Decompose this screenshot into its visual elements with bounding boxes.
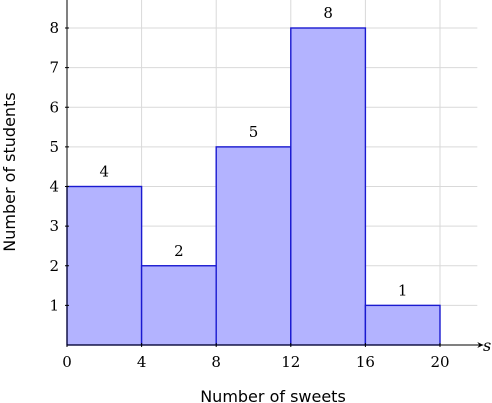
y-axis-title: Number of students — [0, 92, 19, 251]
x-tick-label: 4 — [137, 353, 147, 371]
bar-value-label: 1 — [398, 281, 408, 299]
bar — [290, 27, 367, 346]
y-tick-label: 4 — [49, 178, 59, 196]
y-tick-label: 6 — [49, 98, 59, 116]
bar — [215, 146, 292, 346]
y-tick-label: 2 — [49, 257, 59, 275]
bar-value-label: 5 — [249, 123, 259, 141]
bar-value-label: 8 — [323, 4, 333, 22]
bar-value-label: 2 — [174, 242, 184, 260]
bar-highlighted — [140, 265, 217, 346]
x-axis-title: Number of sweets — [200, 387, 346, 403]
x-axis-arrow-icon — [477, 342, 484, 348]
y-tick-label: 8 — [49, 19, 59, 37]
x-tick-label: 8 — [211, 353, 221, 371]
y-tick-label: 7 — [49, 59, 59, 77]
bar-value-label: 4 — [100, 163, 110, 181]
x-tick-label: 0 — [62, 353, 72, 371]
bar — [364, 304, 441, 346]
x-tick-label: 20 — [430, 353, 449, 371]
y-tick-label: 3 — [49, 217, 59, 235]
axes-group — [65, 0, 484, 348]
bar — [66, 185, 143, 346]
x-axis-variable: s — [483, 336, 491, 355]
bars-group — [66, 27, 441, 346]
x-tick-label: 16 — [356, 353, 375, 371]
y-tick-label: 1 — [49, 296, 59, 314]
y-tick-label: 5 — [49, 138, 59, 156]
x-tick-label: 12 — [281, 353, 300, 371]
